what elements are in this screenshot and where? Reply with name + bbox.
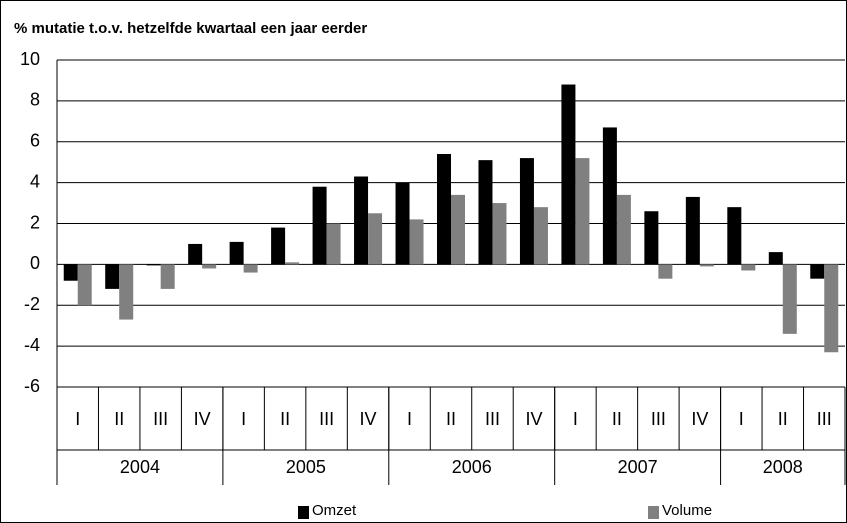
x-tick-label: III — [485, 409, 500, 429]
bar — [77, 264, 92, 306]
legend-label: Volume — [662, 502, 712, 519]
x-tick-label: III — [651, 409, 666, 429]
x-tick-label: I — [573, 409, 578, 429]
bar — [271, 227, 286, 265]
x-tick-label: I — [407, 409, 412, 429]
bar — [326, 223, 341, 265]
x-tick-label: IV — [360, 409, 377, 429]
bar — [575, 158, 590, 265]
x-tick-label: II — [612, 409, 622, 429]
bar — [146, 264, 161, 266]
bar — [810, 264, 825, 279]
bar — [616, 194, 631, 265]
bar — [519, 158, 534, 265]
x-tick-label: I — [739, 409, 744, 429]
bar — [243, 264, 258, 273]
bar — [644, 211, 659, 265]
x-tick-label: IV — [194, 409, 211, 429]
x-tick-label: II — [114, 409, 124, 429]
bar — [312, 186, 327, 265]
bar — [561, 84, 576, 265]
year-label: 2005 — [286, 457, 326, 477]
legend-swatch — [648, 506, 659, 519]
bar — [451, 194, 465, 265]
year-label: 2008 — [763, 457, 803, 477]
y-axis-label: % mutatie t.o.v. hetzelfde kwartaal een … — [14, 20, 367, 37]
bar — [368, 213, 383, 265]
x-tick-label: I — [75, 409, 80, 429]
x-tick-label: II — [778, 409, 788, 429]
bar — [285, 262, 300, 265]
bar — [409, 219, 424, 265]
bar — [741, 264, 756, 271]
y-tick-label: -2 — [24, 294, 40, 314]
bar — [685, 196, 700, 265]
year-label: 2004 — [120, 457, 160, 477]
x-tick-label: II — [280, 409, 290, 429]
bar — [658, 264, 673, 279]
bar — [727, 207, 742, 265]
bar — [437, 154, 451, 265]
y-tick-label: 8 — [30, 90, 40, 110]
bar — [782, 264, 797, 334]
bar — [768, 252, 783, 265]
bar — [492, 203, 507, 265]
x-tick-label: II — [446, 409, 456, 429]
bar — [533, 207, 548, 265]
bar — [395, 182, 410, 265]
bar — [202, 264, 217, 269]
bar — [478, 160, 493, 265]
x-tick-label: III — [319, 409, 334, 429]
y-tick-label: 6 — [30, 131, 40, 151]
y-tick-label: 0 — [30, 253, 40, 273]
y-tick-label: 10 — [20, 49, 40, 69]
year-label: 2007 — [618, 457, 658, 477]
bar — [160, 264, 175, 289]
legend-swatch — [298, 506, 309, 519]
legend-label: Omzet — [312, 502, 357, 519]
bar — [229, 241, 244, 265]
x-tick-label: I — [241, 409, 246, 429]
x-tick-label: IV — [691, 409, 708, 429]
x-tick-label: III — [153, 409, 168, 429]
x-tick-label: III — [817, 409, 832, 429]
bar — [824, 264, 839, 353]
y-tick-label: 2 — [30, 212, 40, 232]
bar — [188, 243, 203, 265]
year-label: 2006 — [452, 457, 492, 477]
bar — [63, 264, 78, 281]
y-tick-label: -4 — [24, 335, 40, 355]
bar — [119, 264, 134, 320]
bar — [105, 264, 120, 289]
x-tick-label: IV — [525, 409, 542, 429]
y-tick-label: -6 — [24, 376, 40, 396]
bar — [602, 127, 617, 265]
y-tick-label: 4 — [30, 171, 40, 191]
bar — [354, 176, 369, 265]
bar — [699, 264, 714, 267]
